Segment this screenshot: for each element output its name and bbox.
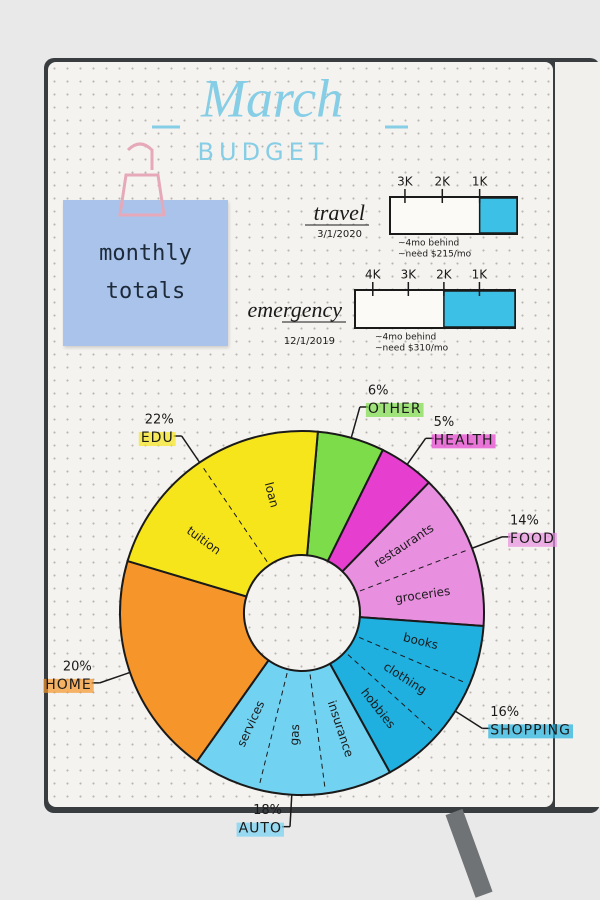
leader-line — [289, 794, 293, 827]
part-divider — [309, 674, 326, 790]
leader-line — [454, 710, 483, 730]
leader-line — [99, 671, 131, 684]
donut-slice — [119, 559, 270, 763]
ribbon — [445, 808, 493, 898]
slice-part-label: gas — [287, 724, 302, 746]
label-highlight — [365, 402, 424, 417]
label-highlight — [138, 432, 176, 447]
tick-label: 1K — [472, 268, 489, 282]
value-label: 18% — [253, 803, 282, 818]
label-highlight — [43, 678, 94, 693]
goal-note: ~need $215/mo — [398, 250, 472, 260]
leader-line — [350, 406, 361, 438]
tick-label: 4K — [365, 268, 382, 282]
label-highlight — [488, 724, 574, 739]
tick-label: 1K — [472, 175, 489, 189]
leader-line — [406, 437, 427, 465]
category-label: HOME — [45, 677, 91, 693]
leader-line — [471, 536, 503, 549]
progress-bar — [443, 290, 516, 328]
part-divider — [358, 636, 466, 684]
label-highlight — [507, 532, 557, 547]
tick-label: 3K — [397, 175, 414, 189]
donut-slice — [341, 481, 485, 628]
donut-slice — [126, 430, 319, 598]
binder-clip — [118, 142, 166, 217]
sticky-note: monthly totals — [63, 200, 228, 346]
slice-part-label: loan — [262, 481, 282, 509]
category-label: AUTO — [239, 821, 282, 837]
value-label: 5% — [434, 415, 455, 430]
goal-date: 12/1/2019 — [284, 336, 335, 347]
goal-note: ~need $310/mo — [375, 344, 449, 354]
goal-date: 3/1/2020 — [317, 229, 362, 240]
leader-line — [181, 435, 201, 463]
value-label: 14% — [510, 513, 539, 528]
tick-label: 3K — [401, 268, 418, 282]
goal-title: emergency — [248, 297, 343, 322]
goal-title: travel — [314, 200, 365, 225]
tick-label: 2K — [435, 175, 452, 189]
label-highlight — [431, 434, 496, 449]
part-divider — [201, 465, 268, 563]
value-label: 20% — [63, 659, 92, 674]
title: March — [200, 68, 343, 128]
goal-note: ~4mo behind — [375, 333, 436, 343]
part-divider — [347, 654, 435, 733]
category-label: HEALTH — [434, 432, 494, 448]
category-label: OTHER — [368, 401, 422, 417]
value-label: 16% — [490, 705, 519, 720]
progress-bar — [478, 197, 518, 234]
subtitle: BUDGET — [198, 138, 329, 166]
page-right — [555, 62, 600, 807]
goal-note: ~4mo behind — [398, 239, 459, 249]
value-label: 22% — [145, 413, 174, 428]
category-label: FOOD — [510, 531, 555, 547]
part-divider — [258, 673, 288, 786]
tick-label: 2K — [436, 268, 453, 282]
value-label: 6% — [368, 383, 389, 398]
donut-slice — [328, 616, 485, 774]
category-label: EDU — [141, 430, 174, 446]
category-label: SHOPPING — [490, 722, 571, 738]
part-divider — [359, 549, 469, 592]
label-highlight — [236, 822, 284, 837]
